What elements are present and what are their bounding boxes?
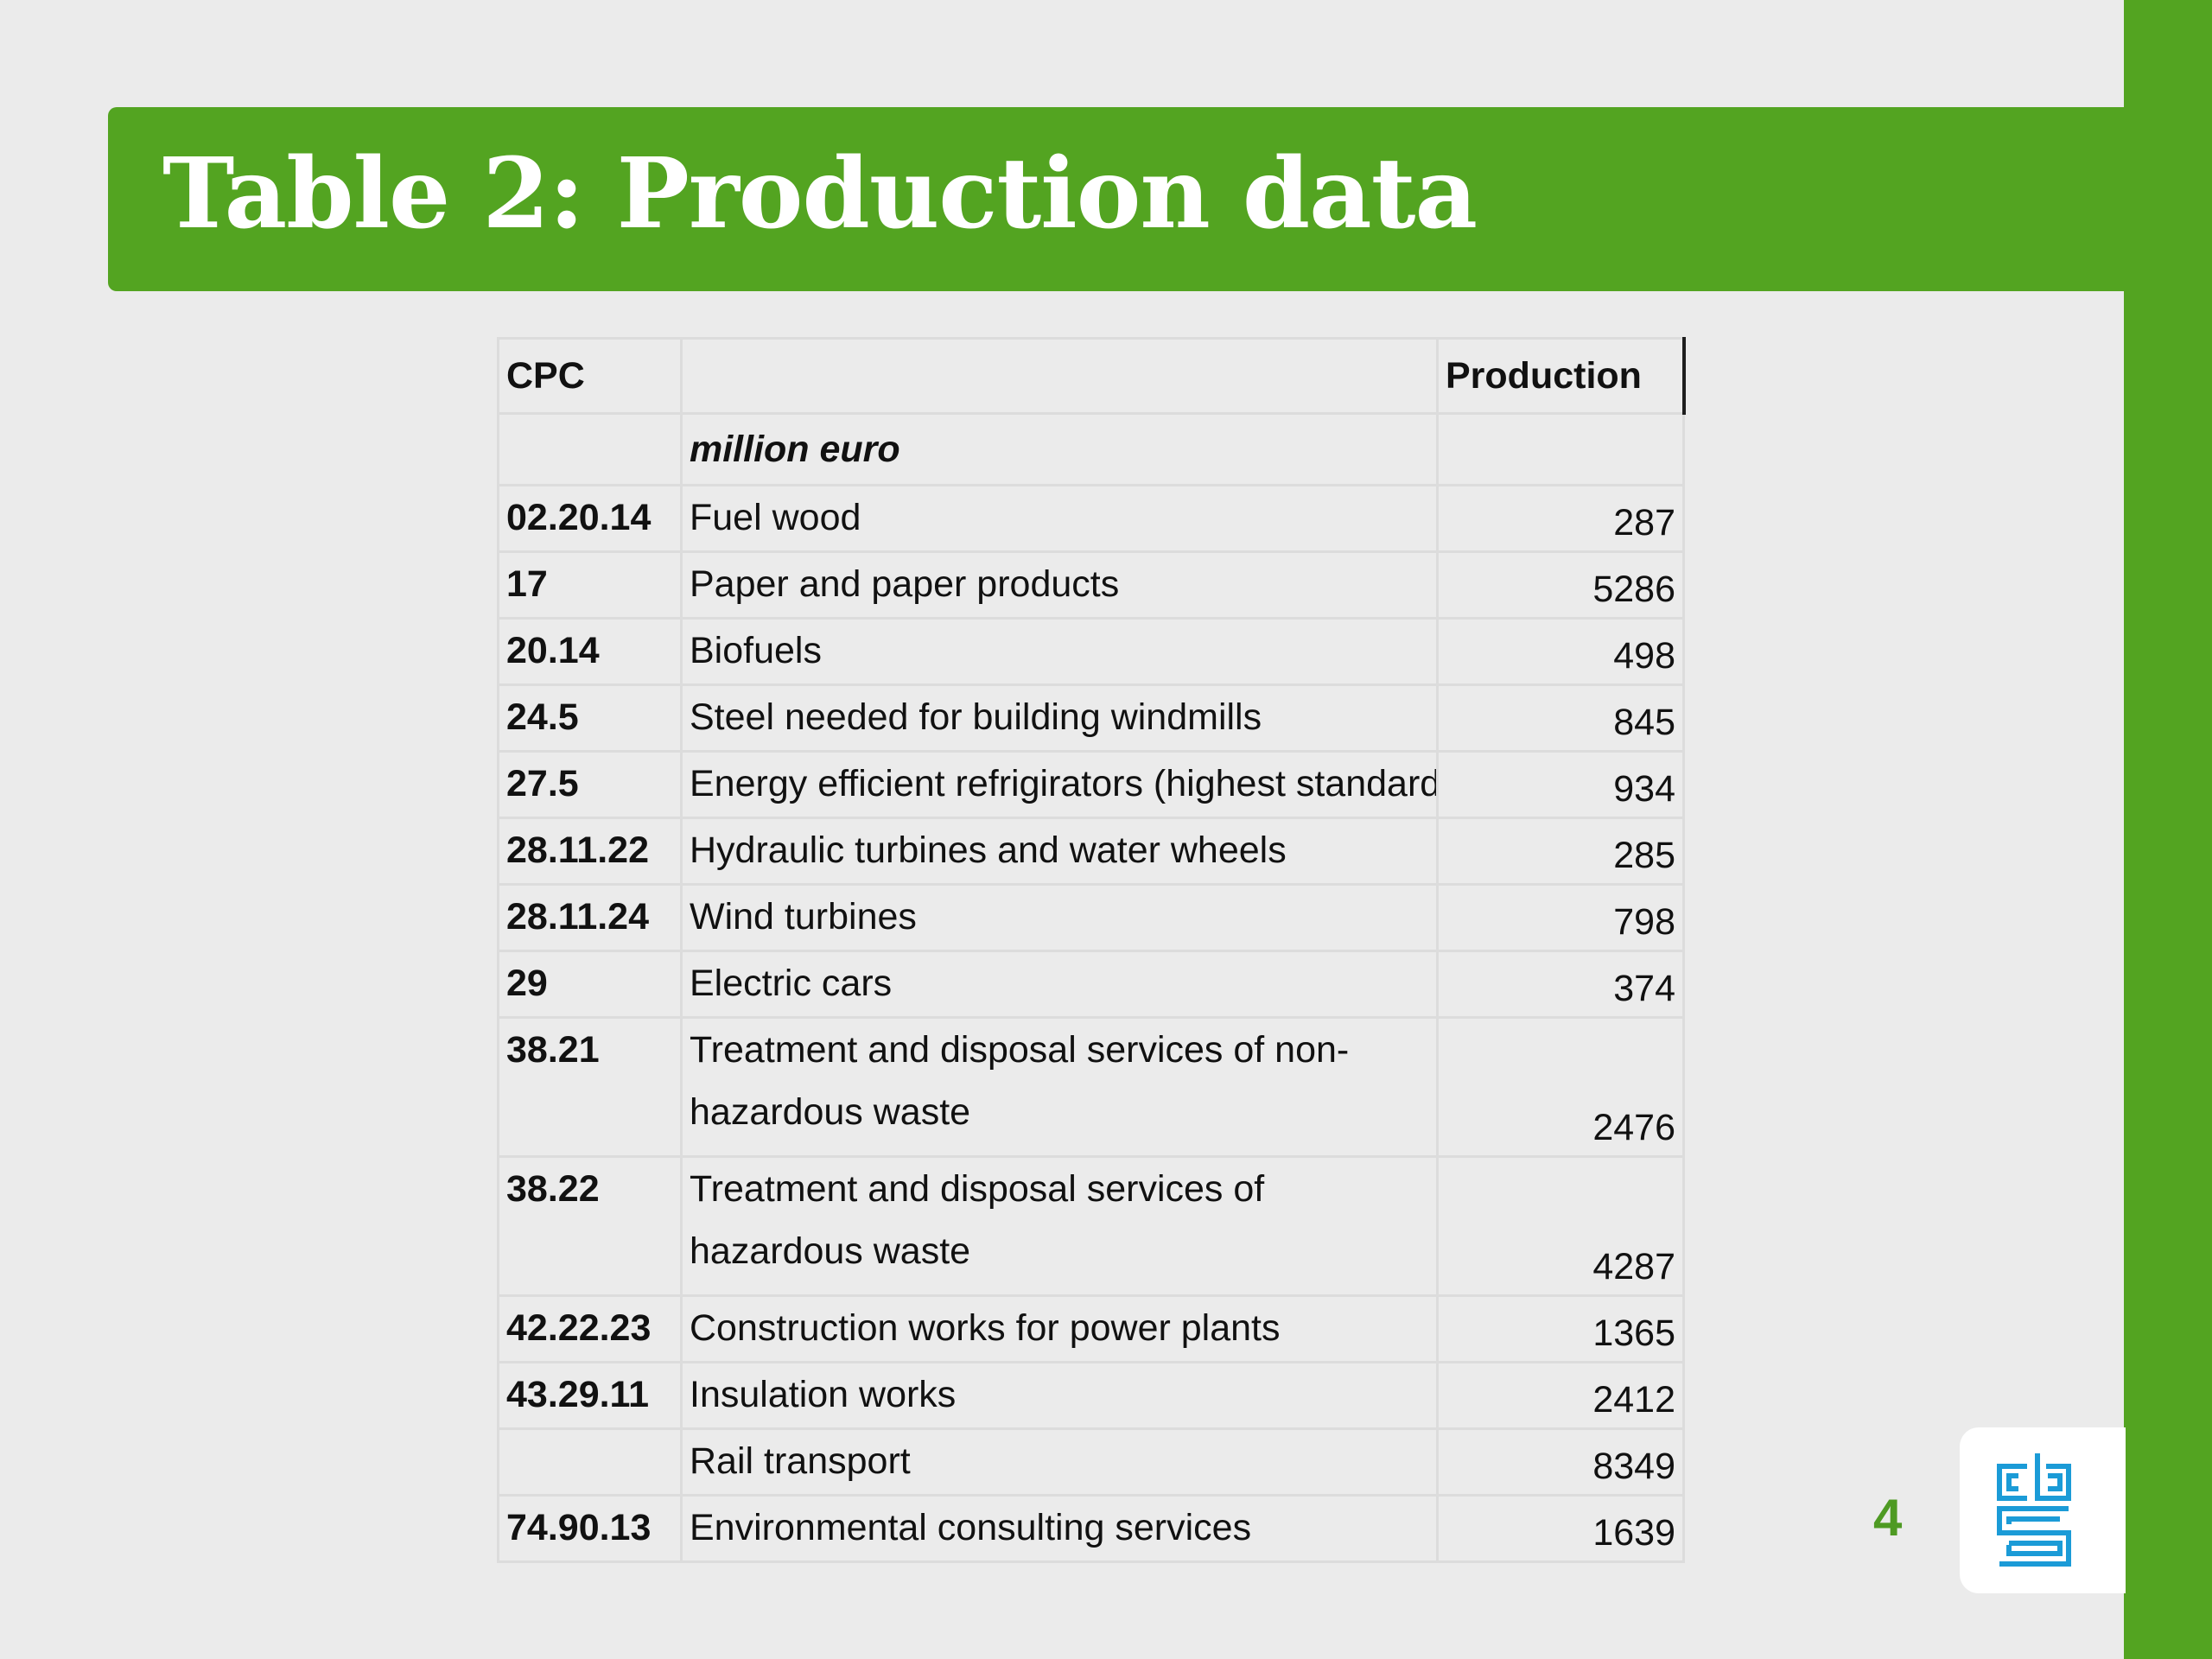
header-description xyxy=(680,337,1439,415)
table-row: 28.11.22 Hydraulic turbines and water wh… xyxy=(497,817,1685,886)
product-description: Construction works for power plants xyxy=(680,1294,1439,1363)
production-table: CPC Production million euro 02.20.14 Fue… xyxy=(497,337,1686,1563)
table-unit-row: million euro xyxy=(497,412,1685,486)
unit-row-empty-cell xyxy=(497,412,683,486)
unit-row-empty-cell xyxy=(1436,412,1685,486)
product-description: Rail transport xyxy=(680,1427,1439,1497)
table-row: 29 Electric cars 374 xyxy=(497,950,1685,1019)
page-number: 4 xyxy=(1873,1489,1903,1547)
table-row: 02.20.14 Fuel wood 287 xyxy=(497,484,1685,553)
table-row: 17 Paper and paper products 5286 xyxy=(497,550,1685,620)
cpc-code xyxy=(497,1427,683,1497)
cpc-code: 02.20.14 xyxy=(497,484,683,553)
production-value: 2412 xyxy=(1436,1361,1685,1430)
product-description: Treatment and disposal services of non-h… xyxy=(680,1016,1439,1158)
production-value: 2476 xyxy=(1436,1016,1685,1158)
table-row: 38.22 Treatment and disposal services of… xyxy=(497,1155,1685,1297)
product-description: Wind turbines xyxy=(680,883,1439,952)
product-description: Treatment and disposal services of hazar… xyxy=(680,1155,1439,1297)
table-header-row: CPC Production xyxy=(497,337,1686,415)
header-production: Production xyxy=(1436,337,1686,415)
product-description: Steel needed for building windmills xyxy=(680,683,1439,753)
product-description: Environmental consulting services xyxy=(680,1494,1439,1563)
production-value: 1639 xyxy=(1436,1494,1685,1563)
product-description: Insulation works xyxy=(680,1361,1439,1430)
production-value: 845 xyxy=(1436,683,1685,753)
production-value: 8349 xyxy=(1436,1427,1685,1497)
product-description: Paper and paper products xyxy=(680,550,1439,620)
production-value: 498 xyxy=(1436,617,1685,686)
production-value: 374 xyxy=(1436,950,1685,1019)
cpc-code: 17 xyxy=(497,550,683,620)
product-description: Hydraulic turbines and water wheels xyxy=(680,817,1439,886)
table-row: 74.90.13 Environmental consulting servic… xyxy=(497,1494,1685,1563)
table-row: 38.21 Treatment and disposal services of… xyxy=(497,1016,1685,1158)
production-value: 934 xyxy=(1436,750,1685,819)
table-row: 42.22.23 Construction works for power pl… xyxy=(497,1294,1685,1363)
product-description: Biofuels xyxy=(680,617,1439,686)
cpc-code: 24.5 xyxy=(497,683,683,753)
header-cpc: CPC xyxy=(497,337,683,415)
production-value: 285 xyxy=(1436,817,1685,886)
production-value: 5286 xyxy=(1436,550,1685,620)
cpc-code: 28.11.22 xyxy=(497,817,683,886)
slide-title: Table 2: Production data xyxy=(162,137,1478,251)
table-row: 43.29.11 Insulation works 2412 xyxy=(497,1361,1685,1430)
table-row: Rail transport 8349 xyxy=(497,1427,1685,1497)
cpc-code: 20.14 xyxy=(497,617,683,686)
product-description: Energy efficient refrigirators (highest … xyxy=(680,750,1439,819)
cpc-code: 29 xyxy=(497,950,683,1019)
cpc-code: 38.22 xyxy=(497,1155,683,1297)
product-description: Fuel wood xyxy=(680,484,1439,553)
table-row: 20.14 Biofuels 498 xyxy=(497,617,1685,686)
product-description: Electric cars xyxy=(680,950,1439,1019)
unit-label: million euro xyxy=(680,412,1439,486)
cpc-code: 42.22.23 xyxy=(497,1294,683,1363)
cpc-code: 43.29.11 xyxy=(497,1361,683,1430)
title-banner xyxy=(108,107,2212,291)
cbs-logo-icon xyxy=(1997,1453,2071,1567)
logo-card xyxy=(1960,1427,2126,1593)
table-row: 24.5 Steel needed for building windmills… xyxy=(497,683,1685,753)
production-value: 4287 xyxy=(1436,1155,1685,1297)
table-row: 28.11.24 Wind turbines 798 xyxy=(497,883,1685,952)
cpc-code: 27.5 xyxy=(497,750,683,819)
production-value: 798 xyxy=(1436,883,1685,952)
table-row: 27.5 Energy efficient refrigirators (hig… xyxy=(497,750,1685,819)
cpc-code: 74.90.13 xyxy=(497,1494,683,1563)
production-value: 1365 xyxy=(1436,1294,1685,1363)
cpc-code: 38.21 xyxy=(497,1016,683,1158)
production-value: 287 xyxy=(1436,484,1685,553)
cpc-code: 28.11.24 xyxy=(497,883,683,952)
